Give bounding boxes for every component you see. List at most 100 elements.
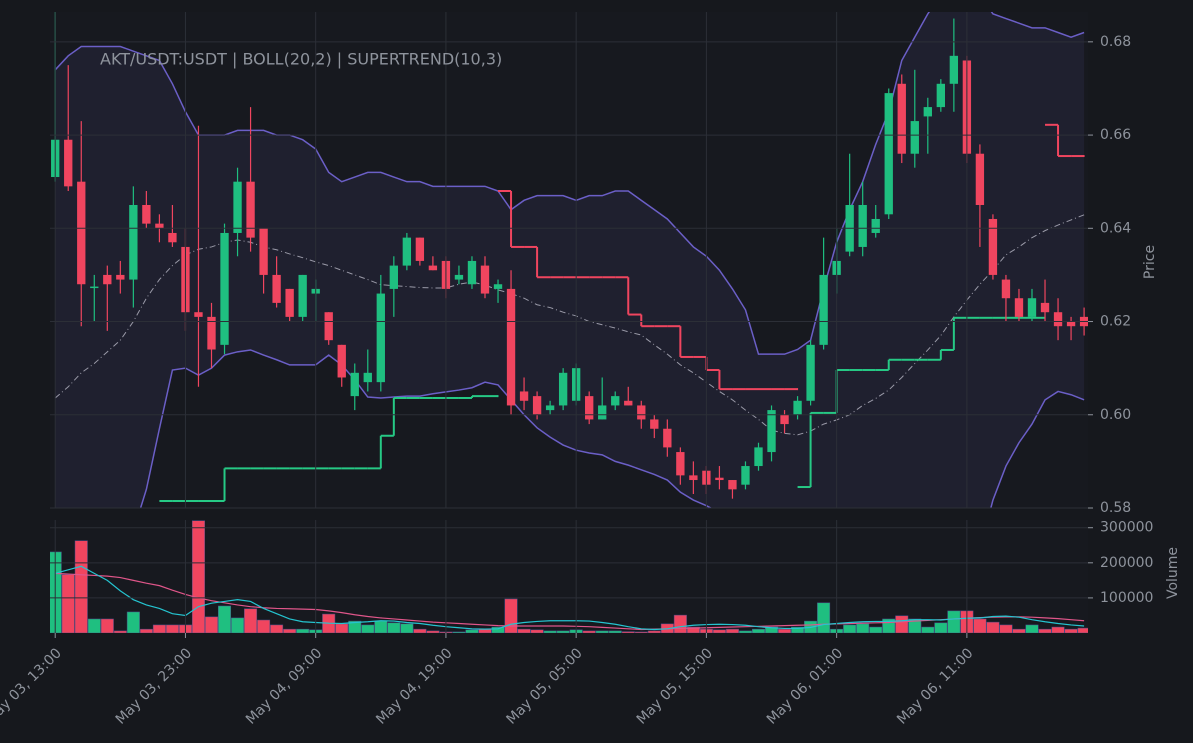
candle-body xyxy=(506,288,516,406)
volume-bar xyxy=(1077,627,1088,633)
volume-bar xyxy=(126,611,140,633)
volume-bar xyxy=(218,605,232,633)
bollinger-band xyxy=(55,12,1085,508)
candle-body xyxy=(1027,298,1037,317)
volume-bar xyxy=(61,574,75,633)
candle-body xyxy=(454,274,464,280)
volume-bar xyxy=(270,624,284,633)
volume-bar xyxy=(621,631,635,633)
candle-body xyxy=(259,228,268,275)
volume-bar xyxy=(361,624,375,633)
candle-body xyxy=(350,372,359,397)
volume-bar xyxy=(817,602,831,633)
candle-body xyxy=(624,400,633,406)
candle-body xyxy=(129,204,138,280)
candle-body xyxy=(480,265,490,294)
volume-bar xyxy=(921,626,935,633)
volume-bar xyxy=(947,610,961,633)
candle-body xyxy=(715,477,724,481)
candle-body xyxy=(545,405,555,411)
candle-body xyxy=(285,288,294,317)
candle-body xyxy=(220,232,229,345)
candle-body xyxy=(298,274,307,317)
volume-bar xyxy=(999,624,1013,633)
y-tick-label: 0.60 xyxy=(1100,407,1131,423)
candle-body xyxy=(884,93,893,215)
candle-body xyxy=(754,447,763,467)
volume-ma-fast xyxy=(55,565,1085,631)
volume-bar xyxy=(556,630,570,633)
volume-bar xyxy=(426,630,440,633)
price-plot xyxy=(51,12,1088,508)
candle-body xyxy=(246,181,255,238)
volume-bar xyxy=(582,630,596,633)
volume-bar xyxy=(244,608,258,633)
candle-body xyxy=(324,312,333,341)
candle-body xyxy=(233,181,242,233)
volume-bar xyxy=(791,626,805,633)
candle-body xyxy=(467,260,477,285)
y-tick-label: 0.64 xyxy=(1100,220,1131,236)
y-tick-label: 0.66 xyxy=(1100,127,1131,143)
candle-body xyxy=(389,265,398,289)
volume-bar xyxy=(413,628,427,633)
volume-bar xyxy=(1051,626,1065,633)
candle-body xyxy=(949,55,959,84)
volume-bar xyxy=(1038,628,1052,633)
volume-bar xyxy=(348,620,362,633)
volume-bar xyxy=(296,628,310,633)
candle-body xyxy=(1014,298,1024,317)
candle-body xyxy=(598,405,607,420)
candle-body xyxy=(988,218,998,275)
volume-bar xyxy=(725,628,739,633)
volume-bar xyxy=(673,614,687,633)
volume-bar xyxy=(1064,628,1078,633)
volume-bar xyxy=(283,628,297,633)
candle-body xyxy=(793,400,802,415)
volume-bar xyxy=(152,624,166,633)
volume-bar xyxy=(634,631,648,633)
candle-body xyxy=(741,466,750,485)
volume-bar xyxy=(504,598,518,633)
candle-body xyxy=(142,204,151,224)
candle-body xyxy=(1040,302,1050,313)
volume-bar xyxy=(400,623,414,633)
candle-body xyxy=(1066,321,1076,327)
volume-bar xyxy=(87,618,101,633)
candle-body xyxy=(415,237,425,261)
volume-bar xyxy=(465,629,479,633)
candle-body xyxy=(194,312,203,317)
candle-body xyxy=(663,428,672,448)
volume-bar xyxy=(204,616,218,633)
volume-bar xyxy=(452,631,466,633)
y-tick-label: 0.68 xyxy=(1100,34,1131,50)
volume-bar xyxy=(530,629,544,633)
y-tick-label: 300000 xyxy=(1100,520,1153,536)
volume-bar xyxy=(231,617,245,633)
candle-body xyxy=(558,372,568,406)
candle-body xyxy=(806,344,815,401)
volume-bar xyxy=(738,630,752,633)
candle-body xyxy=(103,274,112,285)
volume-bar xyxy=(74,540,88,633)
volume-panel xyxy=(50,520,1088,633)
candle-body xyxy=(402,237,412,266)
volume-bar xyxy=(686,626,700,633)
volume-ma-slow xyxy=(55,572,1085,631)
candle-body xyxy=(428,265,438,271)
candle-body xyxy=(858,204,867,247)
candle-body xyxy=(337,344,346,378)
candle-body xyxy=(650,419,659,429)
candle-body xyxy=(1053,312,1063,327)
candle-body xyxy=(376,293,385,383)
candle-body xyxy=(676,452,685,476)
volume-bar xyxy=(387,622,401,633)
candle-body xyxy=(611,396,620,406)
volume-bar xyxy=(986,621,1000,633)
y-axis-label: Price xyxy=(1142,245,1158,279)
volume-bar xyxy=(191,520,205,633)
volume-bar xyxy=(778,628,792,633)
volume-bar xyxy=(139,628,153,633)
candle-body xyxy=(64,139,73,187)
